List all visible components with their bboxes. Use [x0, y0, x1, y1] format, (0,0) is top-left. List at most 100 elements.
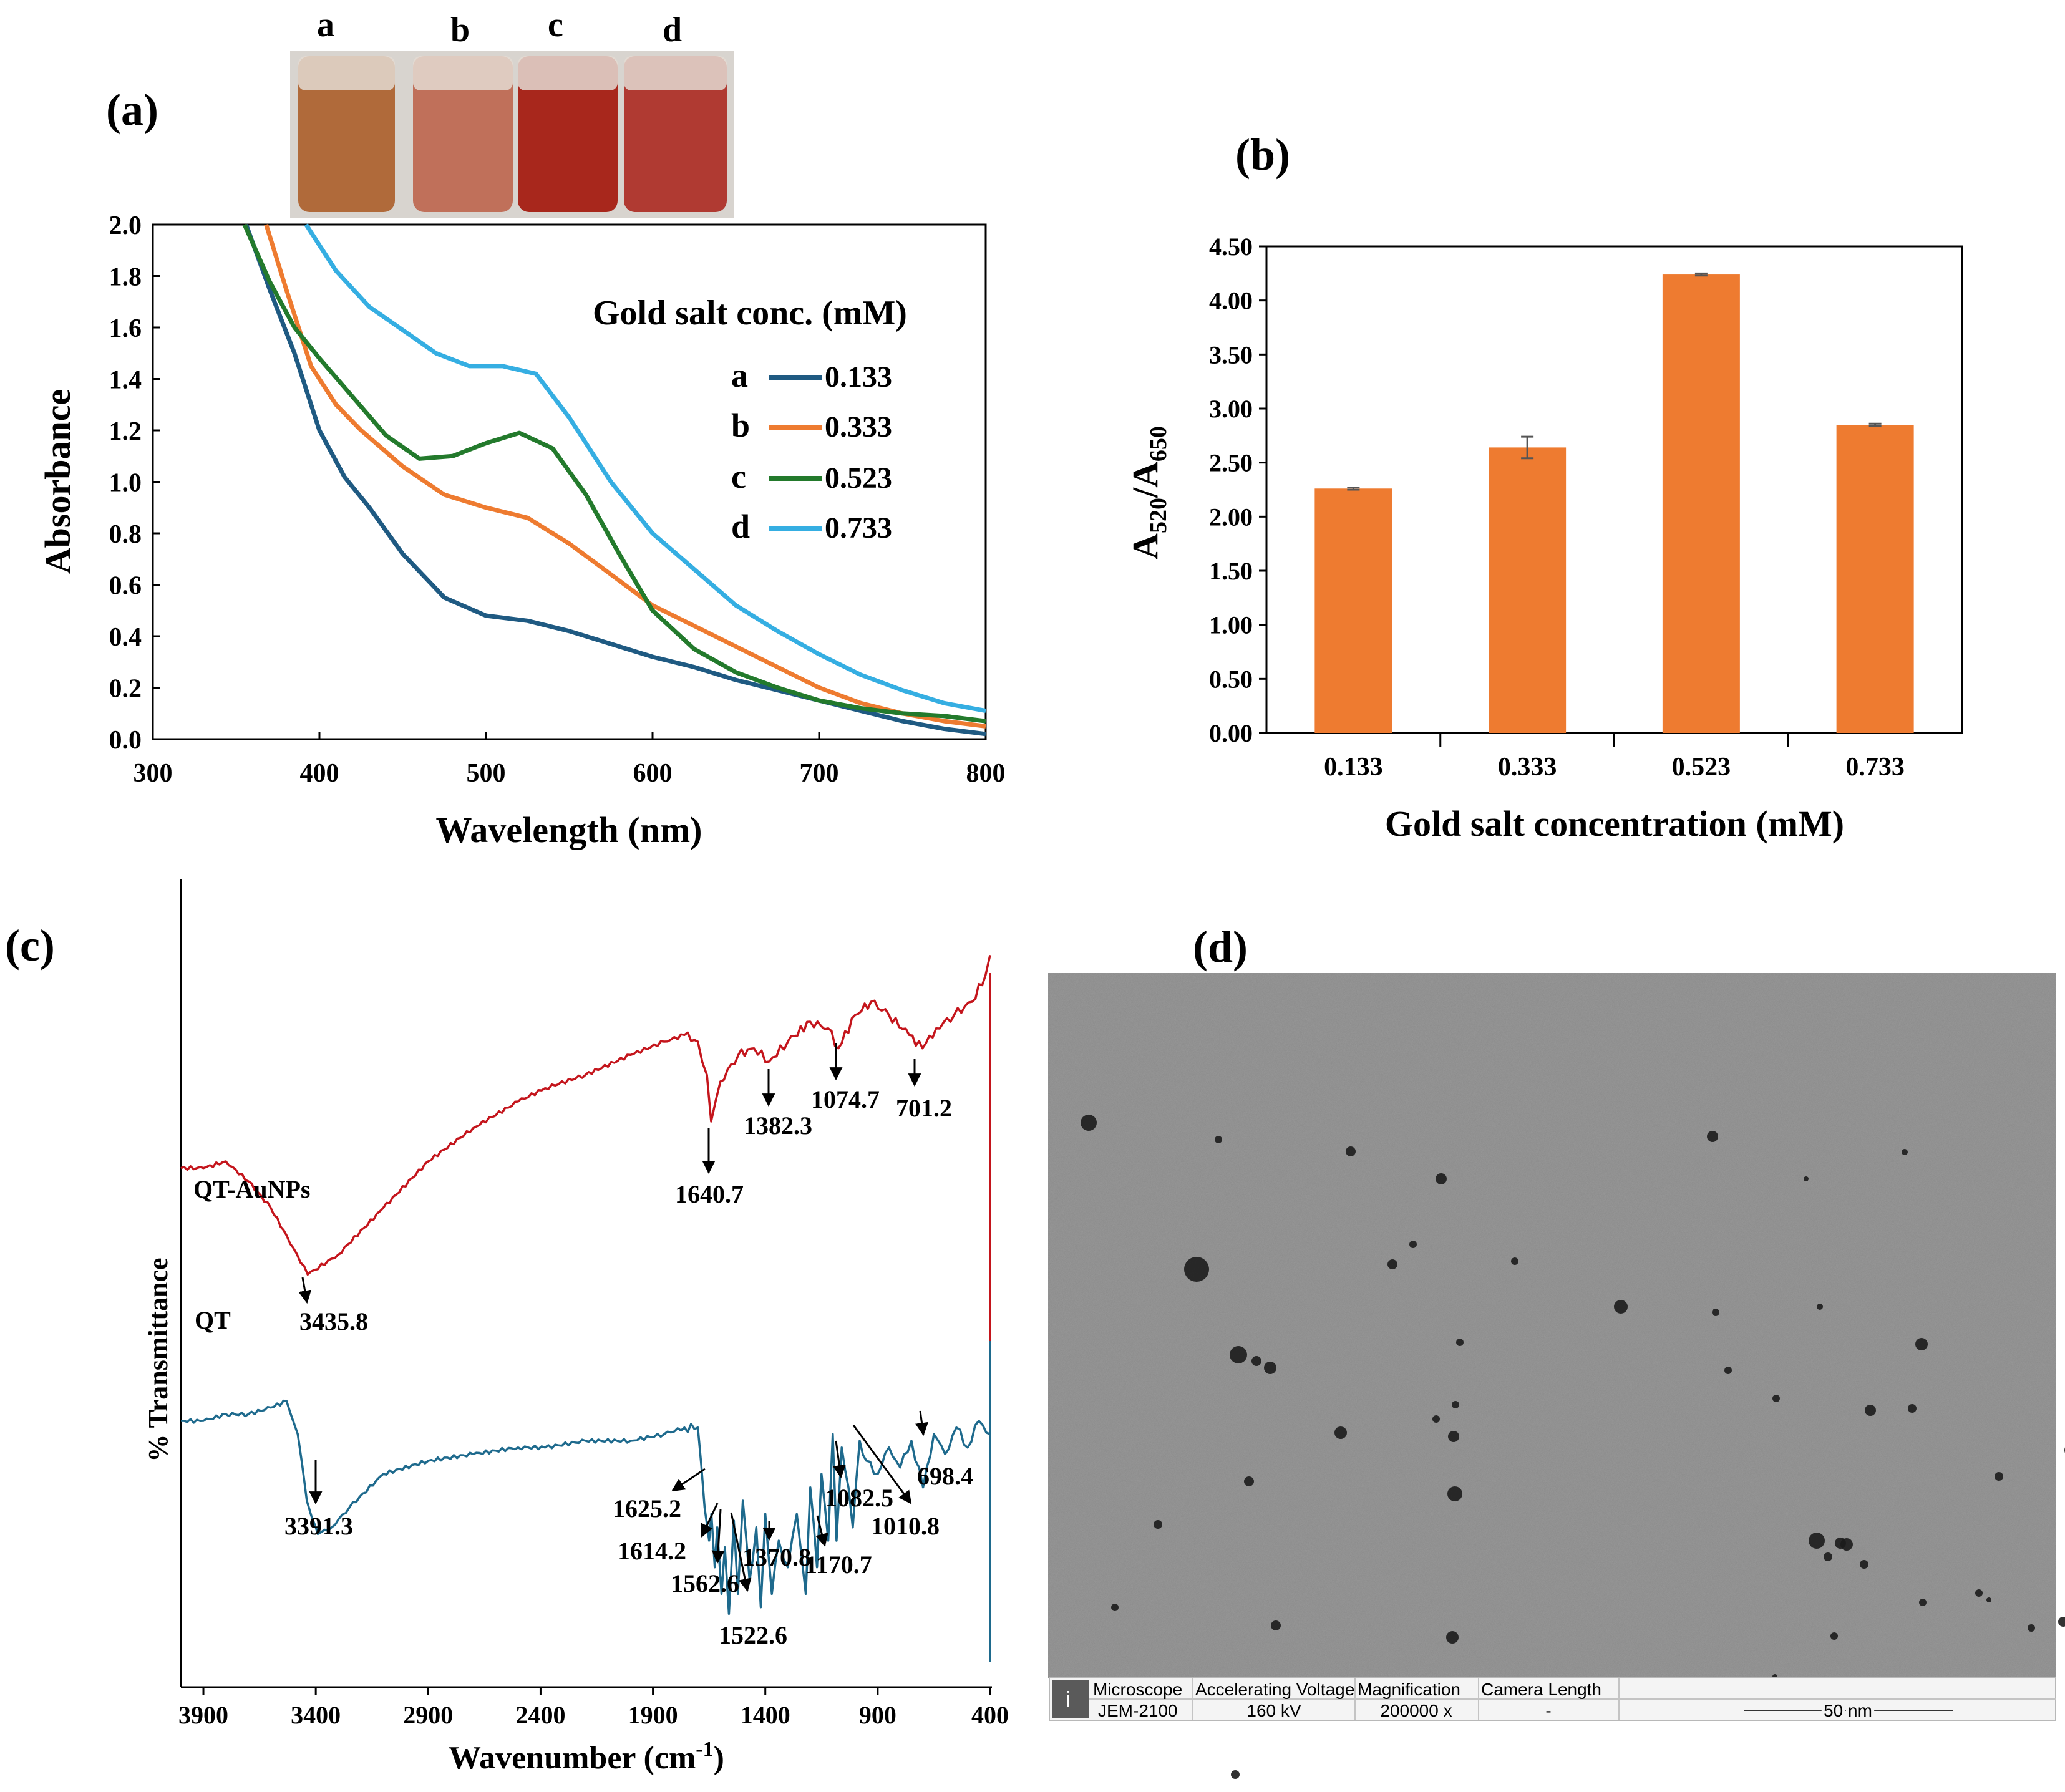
- peak-label-1074: 1074.7: [811, 1085, 880, 1113]
- legend-letter-b: b: [731, 407, 750, 444]
- peak-label-1382: 1382.3: [744, 1112, 812, 1140]
- arrow-698: [915, 1410, 928, 1436]
- nanoparticle: [1334, 1426, 1347, 1439]
- nanoparticle: [1081, 1115, 1097, 1131]
- nanoparticle: [2058, 1617, 2065, 1627]
- y-tick-label-b: 4.50: [1209, 233, 1253, 261]
- vial-label-b: b: [450, 11, 470, 49]
- x-axis-title-c-end: ): [714, 1740, 724, 1776]
- nanoparticle: [1712, 1309, 1719, 1316]
- nanoparticle: [1772, 1395, 1780, 1402]
- legend-letter-c: c: [731, 458, 746, 495]
- nanoparticle: [1154, 1520, 1162, 1529]
- y-tick-label-a: 1.4: [109, 366, 142, 395]
- info-header-camera: Camera Length: [1481, 1680, 1601, 1699]
- nanoparticle: [1724, 1367, 1732, 1374]
- info-icon: [1052, 1680, 1089, 1718]
- info-icon-glyph: i: [1066, 1688, 1071, 1712]
- nanoparticle: [1452, 1401, 1459, 1408]
- y-tick-label-b: 4.00: [1209, 287, 1253, 315]
- vial-photo: [290, 51, 734, 218]
- nanoparticle: [1432, 1415, 1440, 1423]
- arrow-1010: [852, 1425, 912, 1504]
- bar-0.733: [1836, 425, 1914, 733]
- series-label-qtaunps: QT-AuNPs: [193, 1175, 310, 1203]
- x-tick-label-a: 500: [467, 759, 506, 788]
- panel-a-label: (a): [106, 85, 158, 135]
- info-header-magnification: Magnification: [1358, 1680, 1460, 1699]
- legend-letter-a: a: [731, 357, 748, 394]
- peak-label-1010: 1010.8: [871, 1512, 940, 1540]
- nanoparticle: [1902, 1149, 1908, 1155]
- x-axis-title-b: Gold salt concentration (mM): [1385, 803, 1844, 844]
- info-value-voltage: 160 kV: [1246, 1701, 1301, 1720]
- bar-0.333: [1489, 447, 1567, 733]
- x-tick-label-c: 3900: [178, 1701, 228, 1729]
- y-axis-title-b-sep: /A: [1125, 462, 1165, 498]
- x-tick-label-b: 0.523: [1672, 753, 1731, 782]
- nanoparticle: [1511, 1257, 1518, 1265]
- y-tick-label-b: 2.00: [1209, 503, 1253, 531]
- x-tick-label-b: 0.333: [1498, 753, 1557, 782]
- nanoparticle: [1346, 1146, 1356, 1156]
- nanoparticle: [1860, 1560, 1868, 1569]
- x-tick-label-c: 400: [971, 1701, 1009, 1729]
- info-header-microscope: Microscope: [1093, 1680, 1182, 1699]
- nanoparticle: [1809, 1533, 1825, 1549]
- nanoparticle: [1456, 1339, 1464, 1346]
- vial-label-c: c: [548, 6, 563, 44]
- nanoparticle: [1271, 1620, 1281, 1630]
- panel-b: (b) 0.00 0.50 1.00 1.50 2.00 2.50 3.00 3.50 4.00…: [1125, 130, 1963, 844]
- legend-label-d: 0.733: [825, 511, 892, 545]
- nanoparticle: [1919, 1599, 1927, 1606]
- x-tick-label-c: 1900: [628, 1701, 678, 1729]
- x-tick-label-a: 300: [134, 759, 173, 788]
- peak-label-698: 698.4: [917, 1462, 973, 1490]
- nanoparticle: [1817, 1304, 1823, 1310]
- y-tick-label-a: 0.8: [109, 520, 142, 549]
- scale-bar-label: 50 nm: [1824, 1701, 1872, 1720]
- nanoparticle: [1804, 1176, 1809, 1181]
- nanoparticle: [1448, 1431, 1459, 1442]
- legend-title: Gold salt conc. (mM): [593, 294, 907, 332]
- nanoparticle: [1830, 1632, 1838, 1640]
- arrow-1614: [701, 1503, 719, 1538]
- x-tick-label-c: 1400: [741, 1701, 790, 1729]
- x-tick-label-c: 900: [859, 1701, 896, 1729]
- peak-label-1522: 1522.6: [719, 1621, 787, 1649]
- peak-label-1082: 1082.5: [825, 1484, 893, 1512]
- bar-0.133: [1314, 488, 1392, 733]
- y-axis-title-b-sub1: 520: [1145, 498, 1172, 533]
- series-line-d: [304, 223, 986, 714]
- y-axis-title-b: A520/A650: [1125, 426, 1172, 559]
- y-tick-label-a: 0.4: [109, 623, 142, 652]
- nanoparticle: [1230, 1346, 1247, 1363]
- panel-d-label: (d): [1193, 922, 1248, 972]
- nanoparticle: [1840, 1538, 1853, 1551]
- nanoparticle: [1264, 1362, 1276, 1374]
- nanoparticle: [1446, 1631, 1459, 1644]
- vial-c: [518, 56, 618, 212]
- nanoparticle: [1986, 1597, 1991, 1602]
- nanoparticle: [1995, 1472, 2003, 1481]
- x-tick-label-b: 0.133: [1324, 753, 1383, 782]
- arrow-3435: [298, 1277, 312, 1304]
- y-axis-title-a: Absorbance: [37, 389, 78, 574]
- y-axis-title-b-sub2: 650: [1145, 426, 1172, 462]
- panel-c-label: (c): [5, 921, 55, 971]
- peak-label-1370: 1370.8: [742, 1543, 811, 1571]
- y-tick-label-a: 1.6: [109, 314, 142, 343]
- nanoparticle: [1447, 1486, 1462, 1501]
- peak-label-701: 701.2: [896, 1094, 952, 1122]
- vial-a: [298, 56, 395, 212]
- x-tick-label-a: 700: [800, 759, 839, 788]
- y-tick-label-a: 2.0: [109, 211, 142, 240]
- y-tick-label-a: 0.2: [109, 675, 142, 704]
- y-tick-label-b: 3.00: [1209, 395, 1253, 423]
- series-line-QT-AuNPs: [180, 954, 991, 1276]
- info-value-magnification: 200000 x: [1380, 1701, 1452, 1720]
- x-tick-label-c: 2400: [515, 1701, 565, 1729]
- legend-label-b: 0.333: [825, 410, 892, 443]
- vial-label-d: d: [663, 11, 682, 49]
- nanoparticle: [1824, 1552, 1832, 1561]
